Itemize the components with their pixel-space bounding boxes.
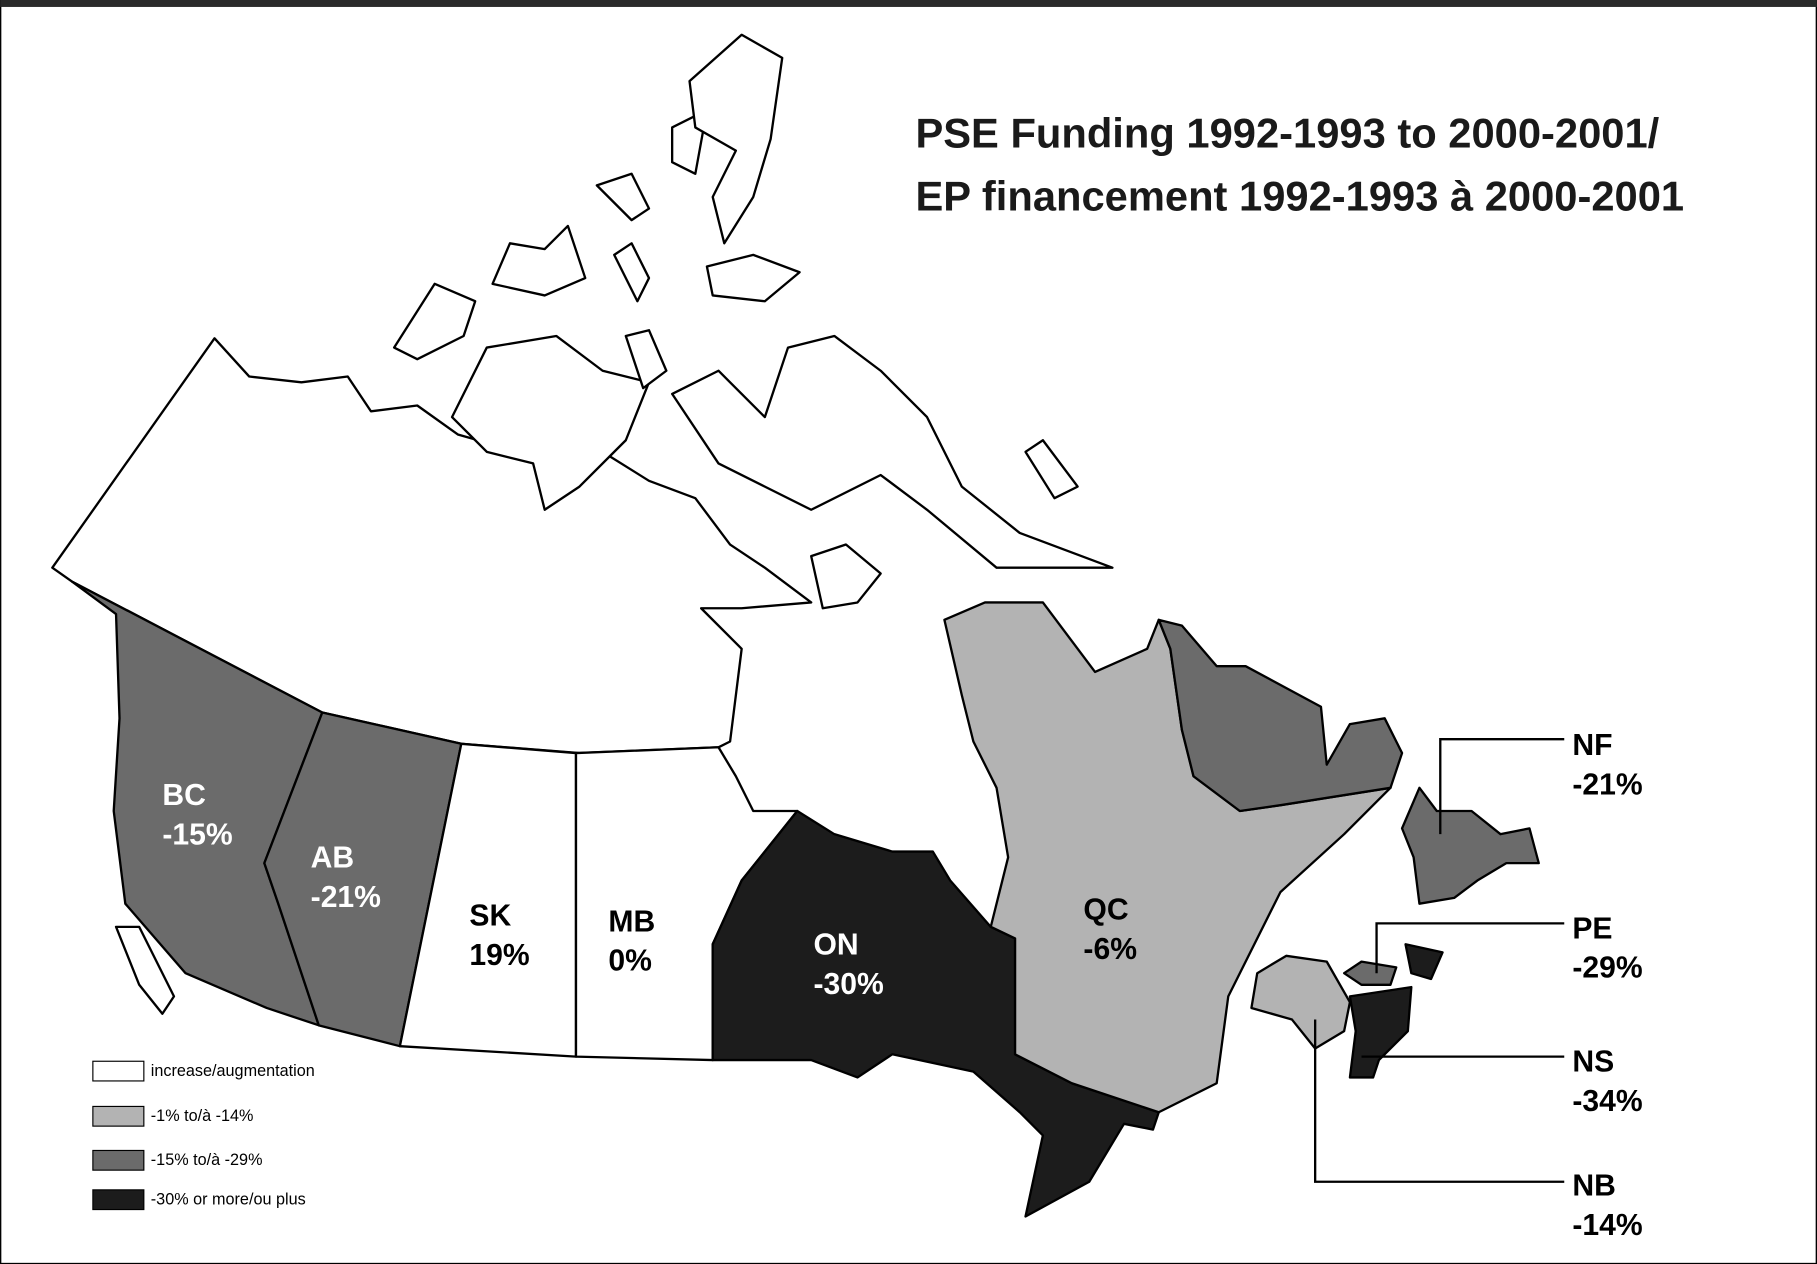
province	[711, 809, 1160, 1218]
province-value: -15%	[162, 818, 232, 851]
province-value: -30%	[813, 968, 883, 1001]
island	[450, 334, 651, 511]
legend-label: -30% or more/ou plus	[151, 1191, 306, 1209]
island	[670, 334, 1114, 569]
province-value: -21%	[1572, 769, 1642, 802]
province	[1250, 954, 1352, 1050]
province-value: 0%	[608, 945, 652, 978]
province	[1342, 960, 1398, 986]
island	[114, 925, 176, 1015]
legend: increase/augmentation -1% to/à -14% -15% t…	[92, 1060, 315, 1211]
provinces	[70, 580, 1540, 1218]
legend-swatch	[92, 1060, 145, 1082]
legend-swatch	[92, 1149, 145, 1171]
island	[392, 282, 477, 361]
legend-label: -15% to/à -29%	[151, 1151, 263, 1169]
island	[595, 172, 651, 222]
province-code: AB	[311, 842, 354, 875]
title: EP financement 1992-1993 à 2000-2001	[915, 172, 1684, 219]
province	[1157, 618, 1404, 813]
island	[624, 329, 668, 390]
province-value: -29%	[1572, 952, 1642, 985]
island	[613, 242, 651, 303]
island	[810, 543, 882, 610]
province-value: -34%	[1572, 1085, 1642, 1118]
province-code: NF	[1572, 729, 1612, 762]
province-value: -6%	[1083, 933, 1137, 966]
province-code: NS	[1572, 1046, 1614, 1079]
province-code: NB	[1572, 1169, 1616, 1202]
title: PSE Funding 1992-1993 to 2000-2001/	[915, 110, 1659, 157]
legend-swatch	[92, 1189, 145, 1211]
province-code: QC	[1083, 894, 1128, 927]
island	[1024, 439, 1079, 500]
province-code: BC	[162, 779, 206, 812]
legend-label: increase/augmentation	[151, 1062, 315, 1080]
province	[1404, 943, 1444, 981]
province-code: ON	[813, 929, 858, 962]
province-value: -21%	[311, 881, 381, 914]
province	[1400, 786, 1540, 905]
territories	[51, 33, 1114, 1015]
province-code: SK	[469, 900, 511, 933]
legend-swatch	[92, 1105, 145, 1127]
province	[1348, 985, 1413, 1079]
leader-line	[1313, 1019, 1565, 1183]
province-value: 19%	[469, 939, 529, 972]
island	[491, 224, 587, 297]
province-code: PE	[1572, 912, 1612, 945]
island	[688, 33, 784, 245]
island	[705, 253, 801, 303]
leader-lines	[1313, 738, 1565, 1183]
leader-line	[1439, 738, 1565, 835]
labels: BC -15% AB -21% SK 19% MB 0% ON -30% QC -6% NF -21% PE…	[162, 729, 1642, 1242]
top-bar	[0, 0, 1817, 7]
legend-label: -1% to/à -14%	[151, 1107, 254, 1125]
province-value: -14%	[1572, 1209, 1642, 1242]
province-code: MB	[608, 905, 655, 938]
leader-line	[1375, 922, 1565, 974]
